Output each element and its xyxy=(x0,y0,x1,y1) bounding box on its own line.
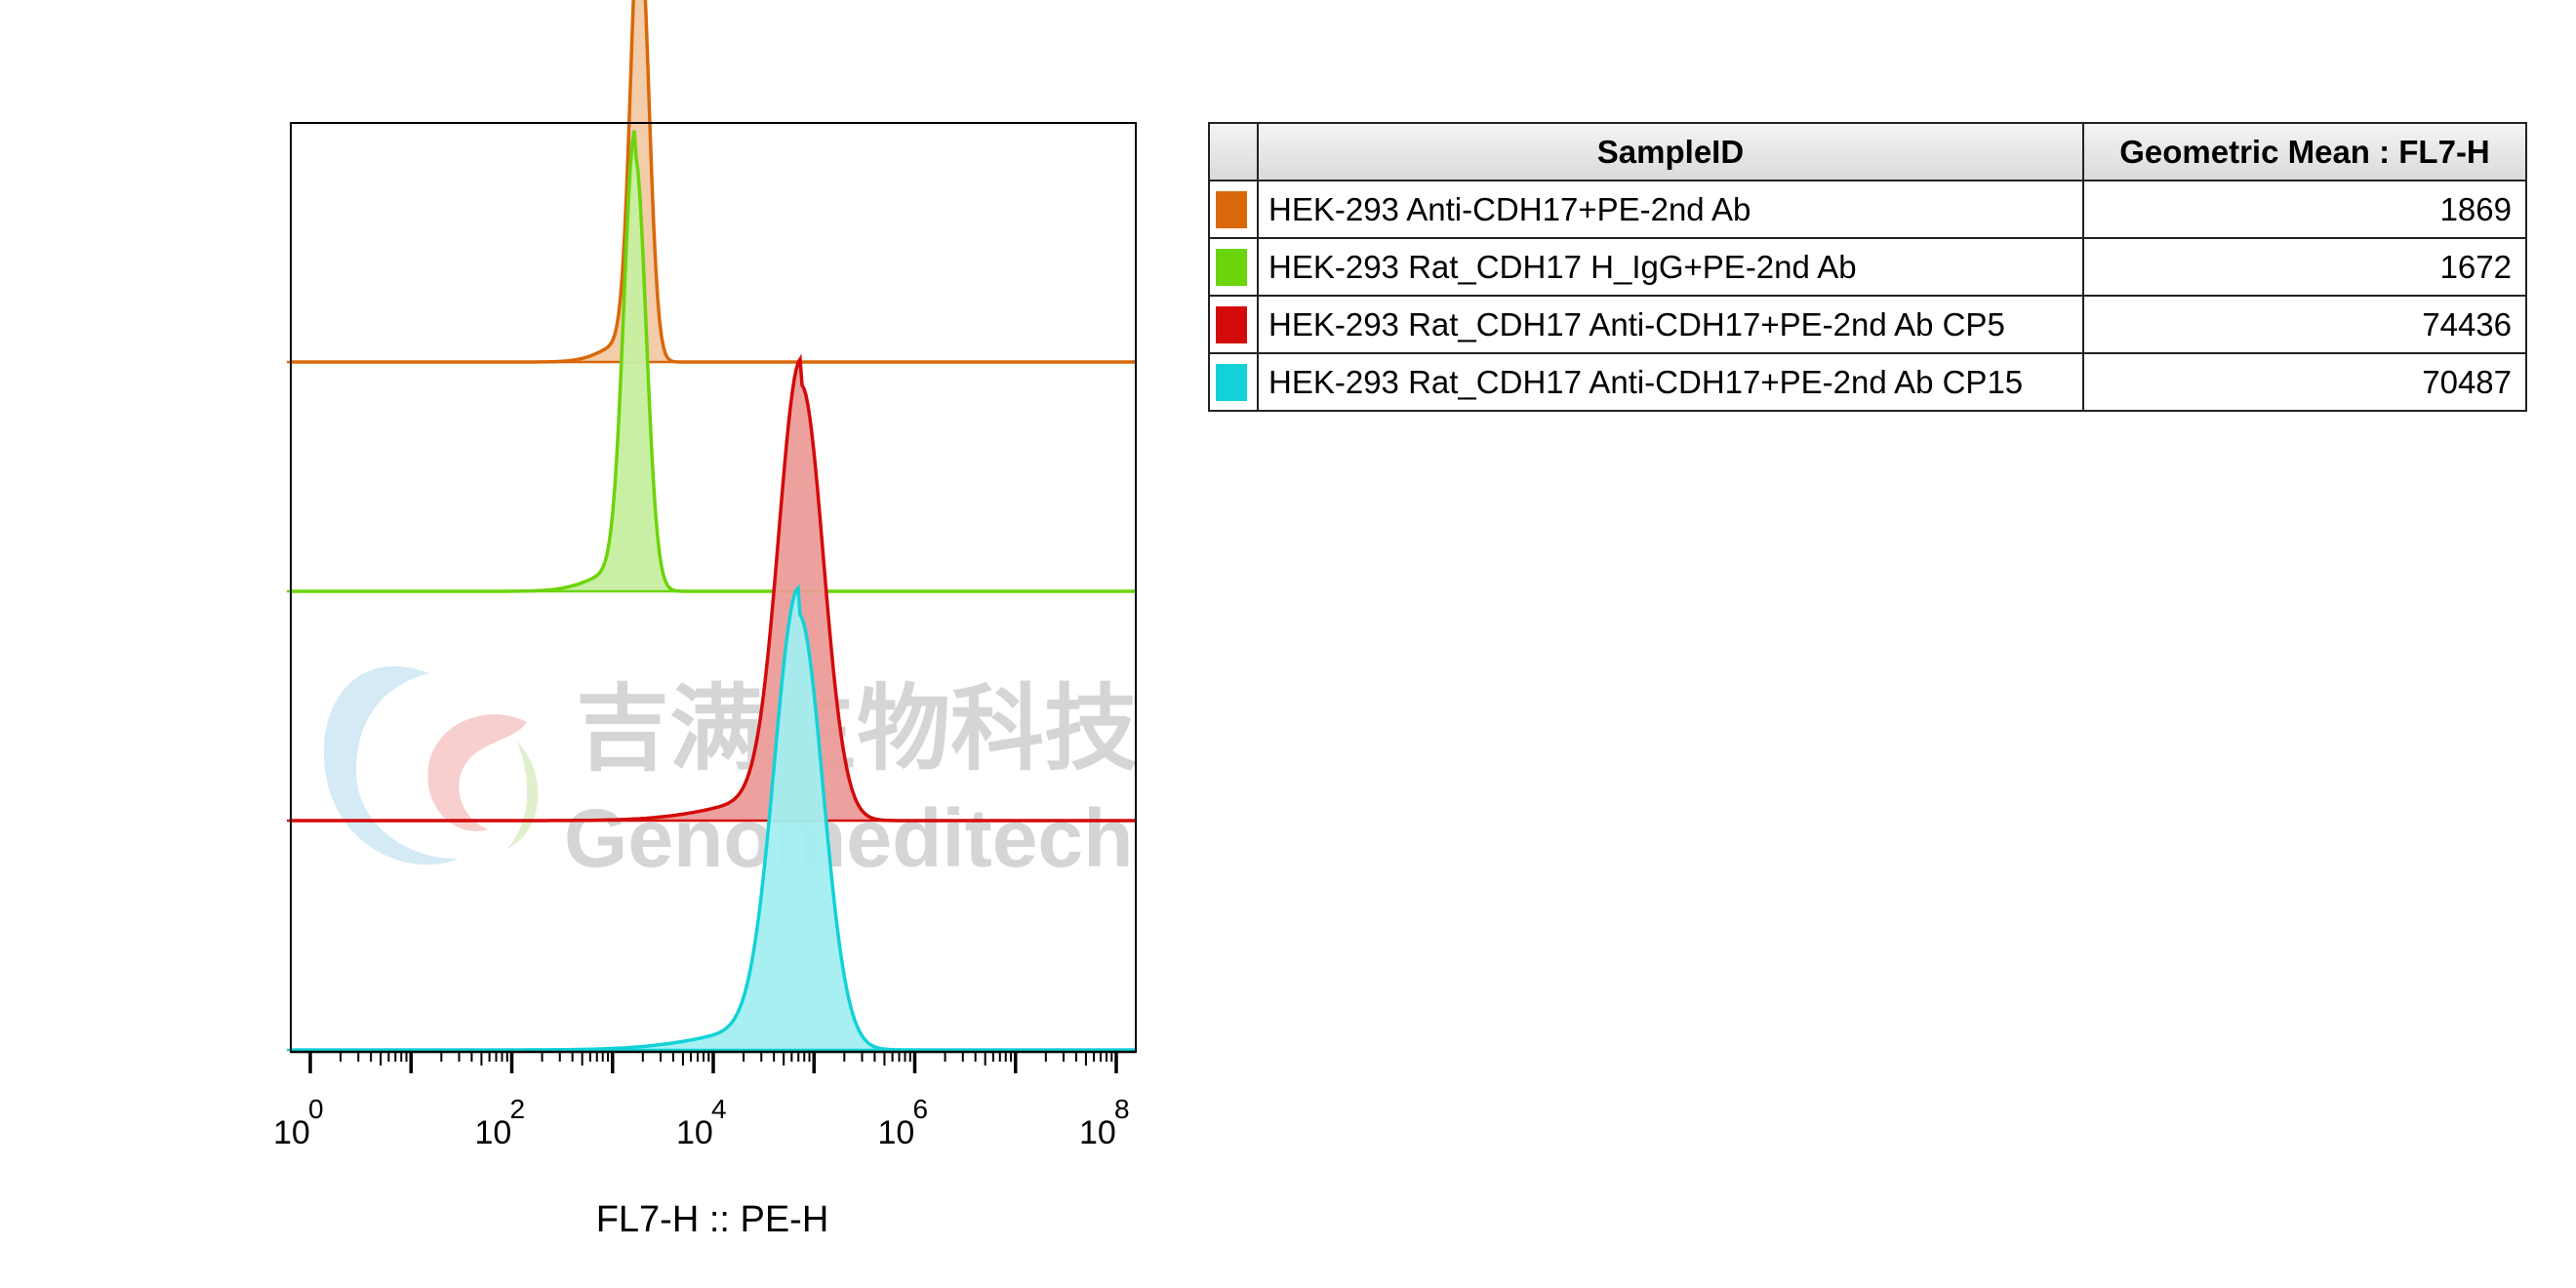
x-tick-label: 108 xyxy=(1079,1094,1130,1151)
tick-exponent: 2 xyxy=(510,1094,526,1124)
x-tick-label: 106 xyxy=(878,1094,929,1151)
legend-color-swatch xyxy=(1216,363,1247,401)
series-layer xyxy=(287,0,1136,1052)
tick-base: 10 xyxy=(475,1114,512,1151)
legend-geometric-mean: 1672 xyxy=(2082,237,2527,297)
legend-sample-id: HEK-293 Anti-CDH17+PE-2nd Ab xyxy=(1257,180,2084,239)
legend-geometric-mean: 70487 xyxy=(2082,352,2527,412)
legend-row: HEK-293 Anti-CDH17+PE-2nd Ab 1869 xyxy=(1208,180,2527,239)
x-axis-label: FL7-H :: PE-H xyxy=(596,1199,829,1240)
legend-geometric-mean: 1869 xyxy=(2082,180,2527,239)
legend-geometric-mean: 74436 xyxy=(2082,295,2527,354)
tick-base: 10 xyxy=(273,1114,310,1151)
legend-row: HEK-293 Rat_CDH17 Anti-CDH17+PE-2nd Ab C… xyxy=(1208,352,2527,412)
tick-base: 10 xyxy=(676,1114,713,1151)
legend-row: HEK-293 Rat_CDH17 Anti-CDH17+PE-2nd Ab C… xyxy=(1208,295,2527,354)
series-1-curve xyxy=(291,0,1136,364)
legend-swatch-cell xyxy=(1208,352,1259,412)
watermark: 吉满生物科技 Genomeditech xyxy=(323,665,1138,884)
legend-sample-id: HEK-293 Rat_CDH17 H_IgG+PE-2nd Ab xyxy=(1257,237,2084,297)
legend-sample-id: HEK-293 Rat_CDH17 Anti-CDH17+PE-2nd Ab C… xyxy=(1257,295,2084,354)
tick-base: 10 xyxy=(878,1114,915,1151)
legend-header-swatch xyxy=(1208,122,1259,181)
series-4 xyxy=(287,584,1136,1052)
legend-color-swatch xyxy=(1216,305,1247,343)
plot-frame xyxy=(290,122,1137,1053)
tick-exponent: 6 xyxy=(913,1094,929,1124)
legend-header-geomean: Geometric Mean : FL7-H xyxy=(2082,122,2527,181)
series-3 xyxy=(287,353,1136,823)
legend-table: SampleID Geometric Mean : FL7-H HEK-293 … xyxy=(1208,122,2527,412)
legend-header-row: SampleID Geometric Mean : FL7-H xyxy=(1208,122,2527,181)
tick-exponent: 0 xyxy=(308,1094,324,1124)
series-1-area xyxy=(291,0,1136,362)
x-tick-label: 100 xyxy=(273,1094,324,1151)
tick-exponent: 4 xyxy=(711,1094,727,1124)
legend-color-swatch xyxy=(1216,190,1247,228)
x-tick-label: 102 xyxy=(475,1094,526,1151)
x-tick-label: 104 xyxy=(676,1094,727,1151)
legend-body: HEK-293 Anti-CDH17+PE-2nd Ab 1869 HEK-293 … xyxy=(1208,180,2527,412)
legend-sample-id: HEK-293 Rat_CDH17 Anti-CDH17+PE-2nd Ab C… xyxy=(1257,352,2084,412)
legend-swatch-cell xyxy=(1208,237,1259,297)
legend-swatch-cell xyxy=(1208,295,1259,354)
tick-base: 10 xyxy=(1079,1114,1116,1151)
series-2 xyxy=(287,130,1136,593)
legend-swatch-cell xyxy=(1208,180,1259,239)
legend-row: HEK-293 Rat_CDH17 H_IgG+PE-2nd Ab 1672 xyxy=(1208,237,2527,297)
series-1 xyxy=(287,0,1136,364)
legend-color-swatch xyxy=(1216,248,1247,286)
legend-header-sampleid: SampleID xyxy=(1257,122,2084,181)
watermark-logo xyxy=(323,665,539,865)
tick-exponent: 8 xyxy=(1114,1094,1130,1124)
watermark-chinese: 吉满生物科技 xyxy=(576,674,1138,784)
